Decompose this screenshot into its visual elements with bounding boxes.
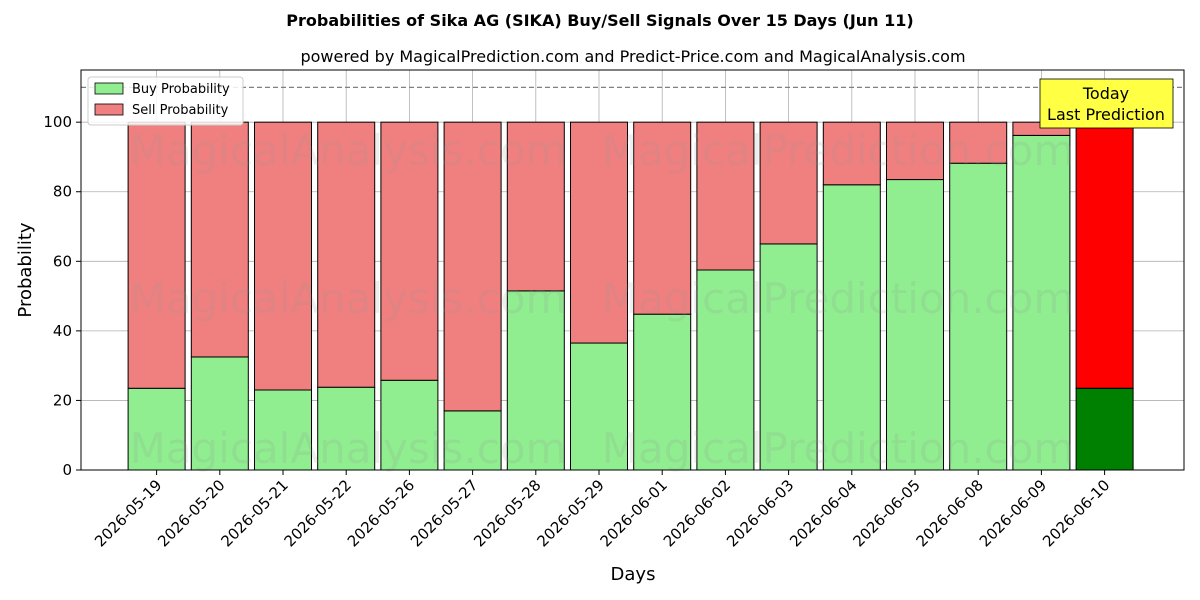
bar-sell-2026-05-22	[317, 121, 376, 388]
x-axis: 2026-05-192026-05-202026-05-212026-05-22…	[91, 470, 1113, 550]
bar-sell-2026-06-02	[696, 121, 755, 271]
y-tick-label-5: 100	[43, 113, 72, 131]
x-tick-label-2026-05-27: 2026-05-27	[407, 476, 481, 550]
x-tick-label-2026-05-26: 2026-05-26	[344, 476, 418, 550]
x-tick-label-2026-05-19: 2026-05-19	[91, 476, 165, 550]
x-tick-label-2026-05-29: 2026-05-29	[533, 476, 607, 550]
bar-sell-2026-06-05	[886, 121, 944, 181]
bar-sell-2026-06-10	[1075, 121, 1134, 389]
x-tick-label-2026-06-01: 2026-06-01	[597, 476, 671, 550]
y-axis-label: Probability	[15, 222, 36, 317]
x-tick-label-2026-06-10: 2026-06-10	[1039, 476, 1113, 550]
today-annotation: Today Last Prediction	[1039, 78, 1174, 129]
legend-label-sell: Sell Probability	[132, 103, 229, 118]
bar-buy-2026-06-09	[1012, 134, 1071, 471]
bar-buy-2026-06-03	[759, 243, 818, 471]
y-axis: 0 20 40 60 80 100	[43, 113, 81, 479]
bar-buy-2026-05-26	[380, 379, 439, 471]
y-tick-label-2: 40	[53, 322, 72, 340]
bar-buy-2026-06-05	[886, 179, 944, 471]
x-axis-label: Days	[611, 564, 656, 585]
bar-sell-2026-05-29	[570, 121, 628, 344]
x-tick-label-2026-06-08: 2026-06-08	[913, 476, 987, 550]
bar-buy-2026-06-01	[633, 313, 692, 471]
watermarks: MagicalAnalysis.com MagicalPrediction.com…	[130, 126, 1075, 473]
annotation-line-1: Today	[1082, 84, 1129, 103]
chart-title: Probabilities of Sika AG (SIKA) Buy/Sell…	[286, 11, 913, 30]
x-tick-label-2026-06-04: 2026-06-04	[786, 476, 860, 550]
bar-sell-2026-06-08	[949, 121, 1008, 164]
x-tick-label-2026-05-28: 2026-05-28	[470, 476, 544, 550]
bar-sell-2026-05-20	[190, 121, 249, 358]
x-tick-label-2026-06-02: 2026-06-02	[660, 476, 734, 550]
x-tick-label-2026-05-22: 2026-05-22	[281, 476, 355, 550]
x-tick-label-2026-06-03: 2026-06-03	[723, 476, 797, 550]
watermark-prediction-1: MagicalPrediction.com	[602, 274, 1075, 323]
legend-box	[87, 76, 244, 126]
bar-buy-2026-05-28	[506, 290, 565, 471]
watermark-analysis-1: MagicalAnalysis.com	[130, 274, 567, 323]
y-tick-label-3: 60	[53, 252, 72, 270]
legend: Buy Probability Sell Probability	[87, 76, 244, 126]
bar-sell-2026-05-28	[506, 121, 565, 292]
legend-swatch-buy	[94, 82, 124, 95]
y-tick-label-4: 80	[53, 183, 72, 201]
bar-sell-2026-05-21	[254, 121, 312, 391]
bar-buy-2026-05-29	[570, 342, 628, 471]
x-tick-label-2026-06-05: 2026-06-05	[849, 476, 923, 550]
annotation-box	[1039, 78, 1174, 129]
bar-sell-2026-06-04	[822, 121, 881, 186]
watermark-prediction-2: MagicalPrediction.com	[602, 424, 1075, 473]
bar-sell-2026-06-03	[759, 121, 818, 245]
y-tick-label-0: 0	[62, 461, 72, 479]
watermark-analysis-2: MagicalAnalysis.com	[130, 424, 567, 473]
bar-buy-2026-06-04	[822, 184, 881, 471]
x-tick-label-2026-06-09: 2026-06-09	[976, 476, 1050, 550]
bar-sell-2026-06-01	[633, 121, 692, 315]
bar-sell-2026-05-26	[380, 121, 439, 381]
bar-buy-2026-06-10	[1075, 387, 1134, 471]
bar-sell-2026-05-27	[443, 121, 502, 412]
bars	[127, 121, 1134, 471]
bar-sell-2026-05-19	[127, 121, 186, 389]
y-tick-label-1: 20	[53, 391, 72, 409]
bar-buy-2026-05-22	[317, 386, 376, 471]
chart-subtitle: powered by MagicalPrediction.com and Pre…	[300, 47, 965, 66]
x-tick-label-2026-05-21: 2026-05-21	[217, 476, 291, 550]
bar-buy-2026-06-08	[949, 162, 1008, 471]
annotation-line-2: Last Prediction	[1047, 105, 1165, 124]
watermark-analysis-0: MagicalAnalysis.com	[130, 126, 567, 175]
legend-label-buy: Buy Probability	[132, 82, 230, 97]
legend-swatch-sell	[94, 103, 124, 116]
bar-buy-2026-05-21	[254, 389, 312, 471]
x-tick-label-2026-05-20: 2026-05-20	[154, 476, 228, 550]
plot-border	[80, 69, 1185, 471]
watermark-prediction-0: MagicalPrediction.com	[602, 126, 1075, 175]
bar-buy-2026-06-02	[696, 269, 755, 471]
